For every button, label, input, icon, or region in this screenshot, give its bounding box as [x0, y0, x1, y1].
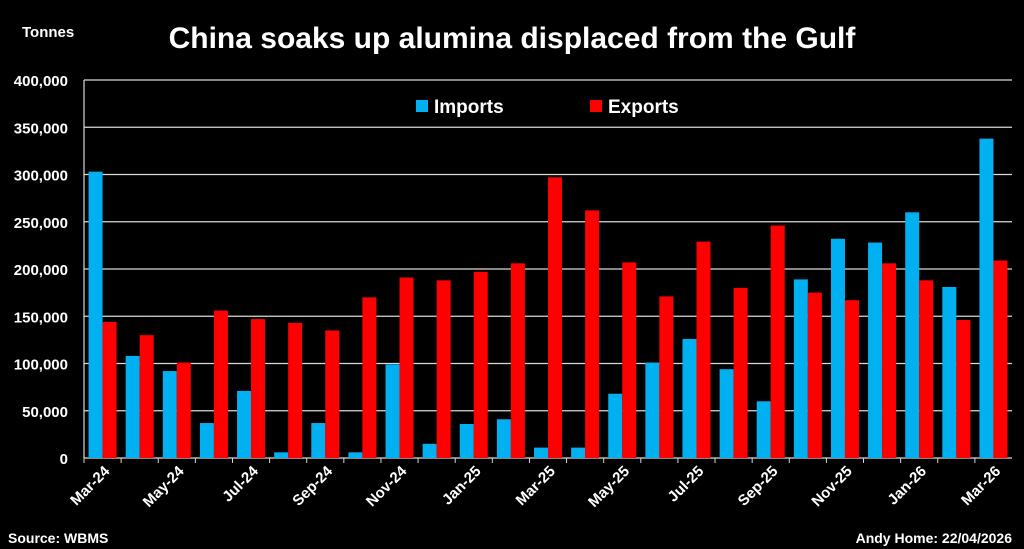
x-tick-label: Sep-24 — [289, 462, 336, 509]
y-tick-label: 100,000 — [14, 357, 68, 374]
y-tick-label: 300,000 — [14, 168, 68, 185]
bar-exports — [770, 225, 785, 458]
x-tick-label: Jul-24 — [219, 462, 262, 505]
bar-imports — [496, 419, 511, 458]
bar-exports — [176, 362, 191, 458]
y-tick-label: 150,000 — [14, 309, 68, 326]
y-tick-label: 400,000 — [14, 73, 68, 90]
x-tick-label: Jan-26 — [884, 463, 930, 509]
bar-imports — [979, 138, 994, 458]
legend-swatch-exports — [590, 100, 602, 112]
bar-imports — [385, 364, 400, 458]
bar-exports — [622, 262, 637, 458]
bar-exports — [436, 280, 451, 458]
bar-imports — [719, 369, 734, 458]
bar-exports — [399, 277, 414, 458]
x-tick-label: May-25 — [585, 463, 633, 511]
bar-imports — [534, 447, 548, 458]
bar-exports — [288, 322, 303, 458]
x-tick-label: May-24 — [140, 462, 188, 510]
bar-exports — [102, 321, 117, 458]
bar-imports — [793, 279, 808, 458]
x-tick-label: Mar-24 — [67, 462, 114, 509]
y-tick-label: 200,000 — [14, 262, 68, 279]
bar-exports — [807, 292, 822, 458]
bar-imports — [868, 242, 883, 458]
x-tick-label: Jan-25 — [439, 463, 485, 509]
y-tick-label: 50,000 — [22, 404, 68, 421]
x-tick-label: Nov-25 — [808, 463, 855, 510]
bar-imports — [682, 338, 697, 458]
legend-swatch-imports — [416, 100, 428, 112]
bar-exports — [139, 335, 154, 458]
bar-exports — [733, 287, 748, 458]
bar-imports — [422, 443, 437, 458]
bar-exports — [919, 280, 934, 458]
bar-exports — [325, 330, 340, 458]
bar-exports — [882, 263, 897, 458]
bar-imports — [162, 371, 177, 458]
bar-imports — [756, 401, 771, 458]
legend-label-imports: Imports — [434, 97, 504, 118]
bar-exports — [993, 260, 1008, 458]
bar-exports — [659, 296, 674, 458]
y-axis-unit-label: Tonnes — [22, 24, 75, 41]
y-tick-label: 350,000 — [14, 120, 68, 137]
bar-imports — [645, 362, 660, 458]
y-tick-label: 250,000 — [14, 215, 68, 232]
bar-exports — [696, 241, 711, 458]
bar-imports — [608, 393, 623, 458]
bar-exports — [844, 300, 859, 458]
bar-imports — [274, 452, 289, 458]
legend-label-exports: Exports — [608, 97, 679, 118]
bar-imports — [311, 423, 326, 458]
bar-imports — [905, 212, 920, 458]
bar-imports — [571, 447, 586, 458]
bar-exports — [362, 297, 377, 458]
x-tick-label: Mar-25 — [513, 463, 559, 509]
bar-imports — [237, 390, 252, 458]
bar-exports — [251, 319, 266, 458]
bar-imports — [459, 423, 474, 458]
bar-imports — [830, 238, 845, 458]
bar-imports — [125, 355, 140, 458]
bar-exports — [585, 210, 600, 458]
author-date-note: Andy Home: 22/04/2026 — [855, 530, 1012, 546]
bar-exports — [956, 320, 971, 458]
bar-exports — [548, 177, 562, 458]
chart-title: China soaks up alumina displaced from th… — [168, 22, 856, 55]
x-tick-label: Nov-24 — [363, 462, 411, 510]
bar-exports — [213, 310, 228, 458]
bar-imports — [348, 452, 363, 458]
bar-imports — [199, 423, 214, 458]
bar-imports — [942, 286, 957, 458]
bar-imports — [88, 171, 103, 459]
x-tick-label: Sep-25 — [735, 463, 782, 510]
x-tick-label: Mar-26 — [958, 463, 1004, 509]
bar-exports — [473, 271, 488, 458]
x-tick-label: Jul-25 — [665, 463, 708, 506]
y-tick-label: 0 — [60, 451, 68, 468]
bar-exports — [510, 263, 525, 458]
source-note: Source: WBMS — [8, 530, 109, 546]
